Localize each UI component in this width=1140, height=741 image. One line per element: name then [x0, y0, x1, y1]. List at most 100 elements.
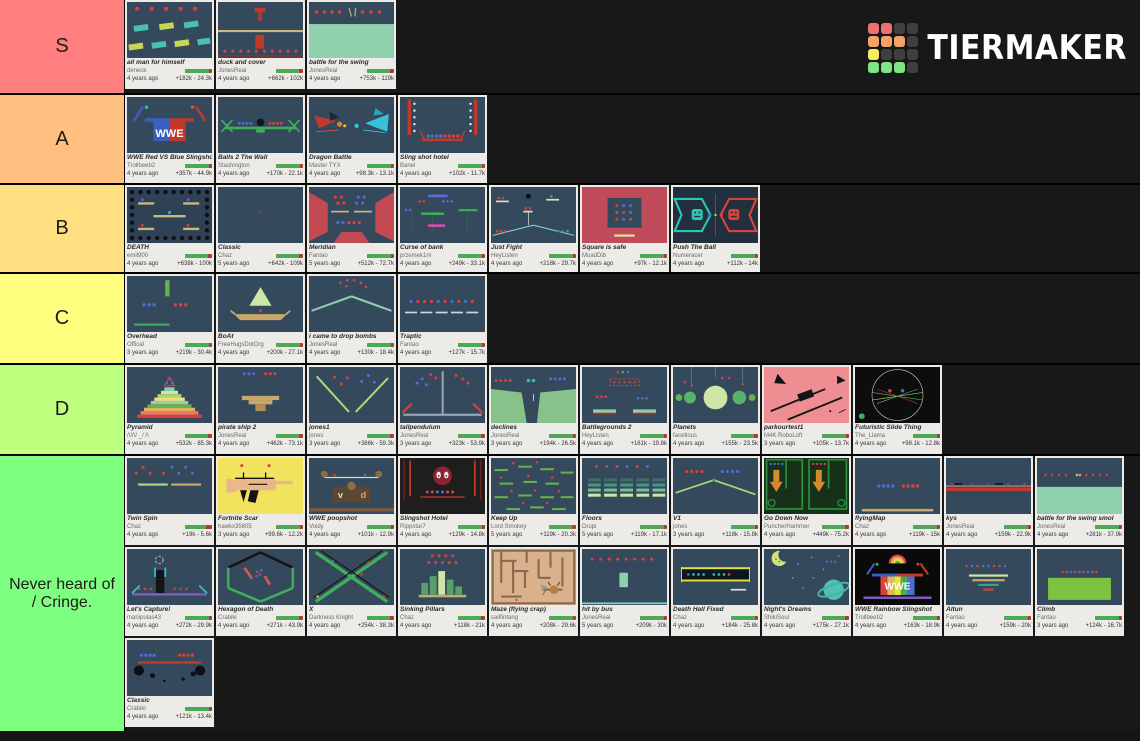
game-votes: +159k - 20k	[999, 623, 1031, 629]
game-author: Voidy	[309, 524, 324, 530]
game-votes: +119k - 15k	[908, 532, 940, 538]
game-card[interactable]: Traptic Fantao 4 years ago +127k - 15.7k	[398, 274, 487, 363]
game-card[interactable]: Sling shot hotel Banel 4 years ago +102k - …	[398, 95, 487, 183]
game-title: tallpendulum	[400, 424, 441, 431]
game-card[interactable]: Just Fight HeyListen 4 years ago +218k - 29…	[489, 185, 578, 272]
game-card[interactable]: Meridian Fantao 5 years ago +512k - 72.7k	[307, 185, 396, 272]
vote-ratio-bar	[276, 616, 303, 620]
game-votes: +462k - 73.1k	[266, 441, 303, 447]
game-age: 4 years ago	[491, 623, 523, 629]
game-card[interactable]: Curse of bank przemek1ni 4 years ago +249k …	[398, 185, 487, 272]
game-card[interactable]: Death Hall Fixed Chaz 4 years ago +184k - 2…	[671, 547, 760, 636]
game-card[interactable]: declines JonesReal 3 years ago +194k - 26.5…	[489, 365, 578, 454]
game-card[interactable]: hit by bus JonesReal 5 years ago +209k - 30…	[580, 547, 669, 636]
game-age: 4 years ago	[400, 261, 432, 267]
game-card[interactable]: Overhead Offical 3 years ago +219k - 30.4k	[125, 274, 214, 363]
tiermaker-logo[interactable]: TIERMAKER	[868, 23, 1127, 73]
game-card[interactable]: Battlegrounds 2 HeyListen 4 years ago +161k…	[580, 365, 669, 454]
vote-ratio-bar	[276, 164, 303, 168]
game-votes: +638k - 100k	[177, 261, 212, 267]
vote-ratio-bar	[822, 616, 849, 620]
game-votes: +642k - 109k	[268, 261, 303, 267]
game-card[interactable]: jones1 jones 3 years ago +386k - 59.3k	[307, 365, 396, 454]
game-author: Master TYX	[309, 163, 341, 169]
game-votes: +323k - 53.9k	[448, 441, 485, 447]
game-card[interactable]: Floors Drupi 5 years ago +119k - 17.1k	[580, 456, 669, 545]
game-card[interactable]: flyingMap Chaz 4 years ago +119k - 15k	[853, 456, 942, 545]
game-votes: +184k - 25.8k	[721, 623, 758, 629]
vote-ratio-bar	[367, 525, 394, 529]
game-age: 4 years ago	[309, 76, 341, 82]
game-votes: +121k - 13.4k	[175, 714, 212, 720]
game-author: hawkx35805	[218, 524, 252, 530]
game-card[interactable]: X Darkness Knight 4 years ago +254k - 38.3k	[307, 547, 396, 636]
game-card[interactable]: Climb Fantao 3 years ago +124k - 16.7k	[1035, 547, 1124, 636]
game-title: Hexagon of Death	[218, 606, 274, 613]
game-card[interactable]: kys JonesReal 4 years ago +159k - 22.9k	[944, 456, 1033, 545]
game-card[interactable]: duck and cover JonesReal 4 years ago +662k …	[216, 0, 305, 89]
game-card[interactable]: Fortnite Scar hawkx35805 3 years ago +99.6k…	[216, 456, 305, 545]
game-card[interactable]: parkourtest1 M4K RoboLoft 3 years ago +105k…	[762, 365, 851, 454]
game-title: WWE Rainbow Slingshot	[855, 606, 932, 613]
game-title: X	[309, 606, 314, 613]
game-card[interactable]: Classic Crabiki 4 years ago +121k - 13.4k	[125, 638, 214, 727]
game-author: JonesReal	[946, 524, 975, 530]
game-author: FreeHugsDotOrg	[218, 342, 264, 348]
game-card[interactable]: Let's Capture! manipulas43 4 years ago +272…	[125, 547, 214, 636]
game-card[interactable]: Night's Dreams ShikiSoul 4 years ago +175k …	[762, 547, 851, 636]
game-card[interactable]: i came to drop bombs JonesReal 4 years ago…	[307, 274, 396, 363]
logo-grid-square	[894, 23, 906, 34]
game-card[interactable]: BoAt FreeHugsDotOrg 4 years ago +200k - 27.…	[216, 274, 305, 363]
game-title: Let's Capture!	[127, 606, 171, 613]
game-age: 5 years ago	[309, 261, 341, 267]
game-card[interactable]: Hexagon of Death Crabiki 4 years ago +271k …	[216, 547, 305, 636]
logo-grid-square	[868, 23, 880, 34]
game-card[interactable]: Classic Chaz 5 years ago +642k - 109k	[216, 185, 305, 272]
game-card[interactable]: Push The Ball Numeracer 4 years ago +112k -…	[671, 185, 760, 272]
game-card[interactable]: Twin Spin Chaz 4 years ago +19k - 5.6k	[125, 456, 214, 545]
game-card[interactable]: all man for himself deneox 4 years ago +182…	[125, 0, 214, 89]
game-card[interactable]: v d WWE poopshot Voidy 4 years ago +101k - 12…	[307, 456, 396, 545]
game-age: 4 years ago	[309, 532, 341, 538]
game-card[interactable]: Sinking Pillars Chaz 4 years ago +118k - 21…	[398, 547, 487, 636]
game-author: Numeracer	[673, 253, 703, 259]
tier-label-c: C	[0, 274, 125, 363]
game-card[interactable]: Go Down Now PuncherHammer 4 years ago +449k…	[762, 456, 851, 545]
game-card[interactable]: Keep Up Lord Smokey 5 years ago +119k - 20.…	[489, 456, 578, 545]
logo-grid-square	[868, 49, 880, 60]
game-thumbnail	[218, 367, 303, 423]
game-title: WWE Red VS Blue Slingshot	[127, 154, 212, 161]
game-age: 3 years ago	[127, 350, 159, 356]
game-card[interactable]: Altun Fantao 4 years ago +159k - 20k	[944, 547, 1033, 636]
game-card[interactable]: Slingshot Hotel Rippstar7 4 years ago +129k…	[398, 456, 487, 545]
game-card[interactable]: DEATH emil900 4 years ago +638k - 100k	[125, 185, 214, 272]
game-card[interactable]: tallpendulum JonesReal 3 years ago +323k - …	[398, 365, 487, 454]
game-card[interactable]: Futuristic Slide Thing The_Llama 4 years a…	[853, 365, 942, 454]
game-author: Chaz	[127, 524, 142, 530]
game-author: emil900	[127, 253, 149, 259]
game-card[interactable]: Planets facetious 4 years ago +155k - 23.5k	[671, 365, 760, 454]
game-card[interactable]: V1 jones 3 years ago +118k - 15.8k	[671, 456, 760, 545]
game-title: Meridian	[309, 244, 336, 251]
game-thumbnail: WWE	[127, 97, 212, 153]
game-age: 3 years ago	[400, 441, 432, 447]
game-author: Rippstar7	[400, 524, 426, 530]
game-card[interactable]: battle for the swing smol JonesReal 4 year…	[1035, 456, 1124, 545]
game-thumbnail	[855, 367, 940, 423]
game-card[interactable]: Balls 2 The Wall Stashington 4 years ago +1…	[216, 95, 305, 183]
game-card[interactable]: WWE WWE Rainbow Slingshot Trollbeeb2 4 year…	[853, 547, 942, 636]
game-card[interactable]: Maze (flying crap) sailfintang 4 years ago…	[489, 547, 578, 636]
game-title: WWE poopshot	[309, 515, 358, 522]
vote-ratio-bar	[185, 343, 212, 347]
game-thumbnail	[673, 458, 758, 514]
game-card[interactable]: WWE WWE Red VS Blue Slingshot Trollbeeb2 4 …	[125, 95, 214, 183]
game-author: Offical	[127, 342, 144, 348]
game-thumbnail	[491, 187, 576, 243]
game-card[interactable]: Pyramid /\//\/ _/ /\ 4 years ago +532k - 85…	[125, 365, 214, 454]
game-card[interactable]: Square is safe MuadDib 4 years ago +97k - 1…	[580, 185, 669, 272]
game-card[interactable]: pirate ship 2 JonesReal 4 years ago +462k -…	[216, 365, 305, 454]
vote-ratio-bar	[276, 69, 303, 73]
game-card[interactable]: battle for the swing JonesReal 4 years ago…	[307, 0, 396, 89]
vote-ratio-bar	[640, 525, 667, 529]
game-card[interactable]: Dragon Battle Master TYX 4 years ago +98.3k…	[307, 95, 396, 183]
